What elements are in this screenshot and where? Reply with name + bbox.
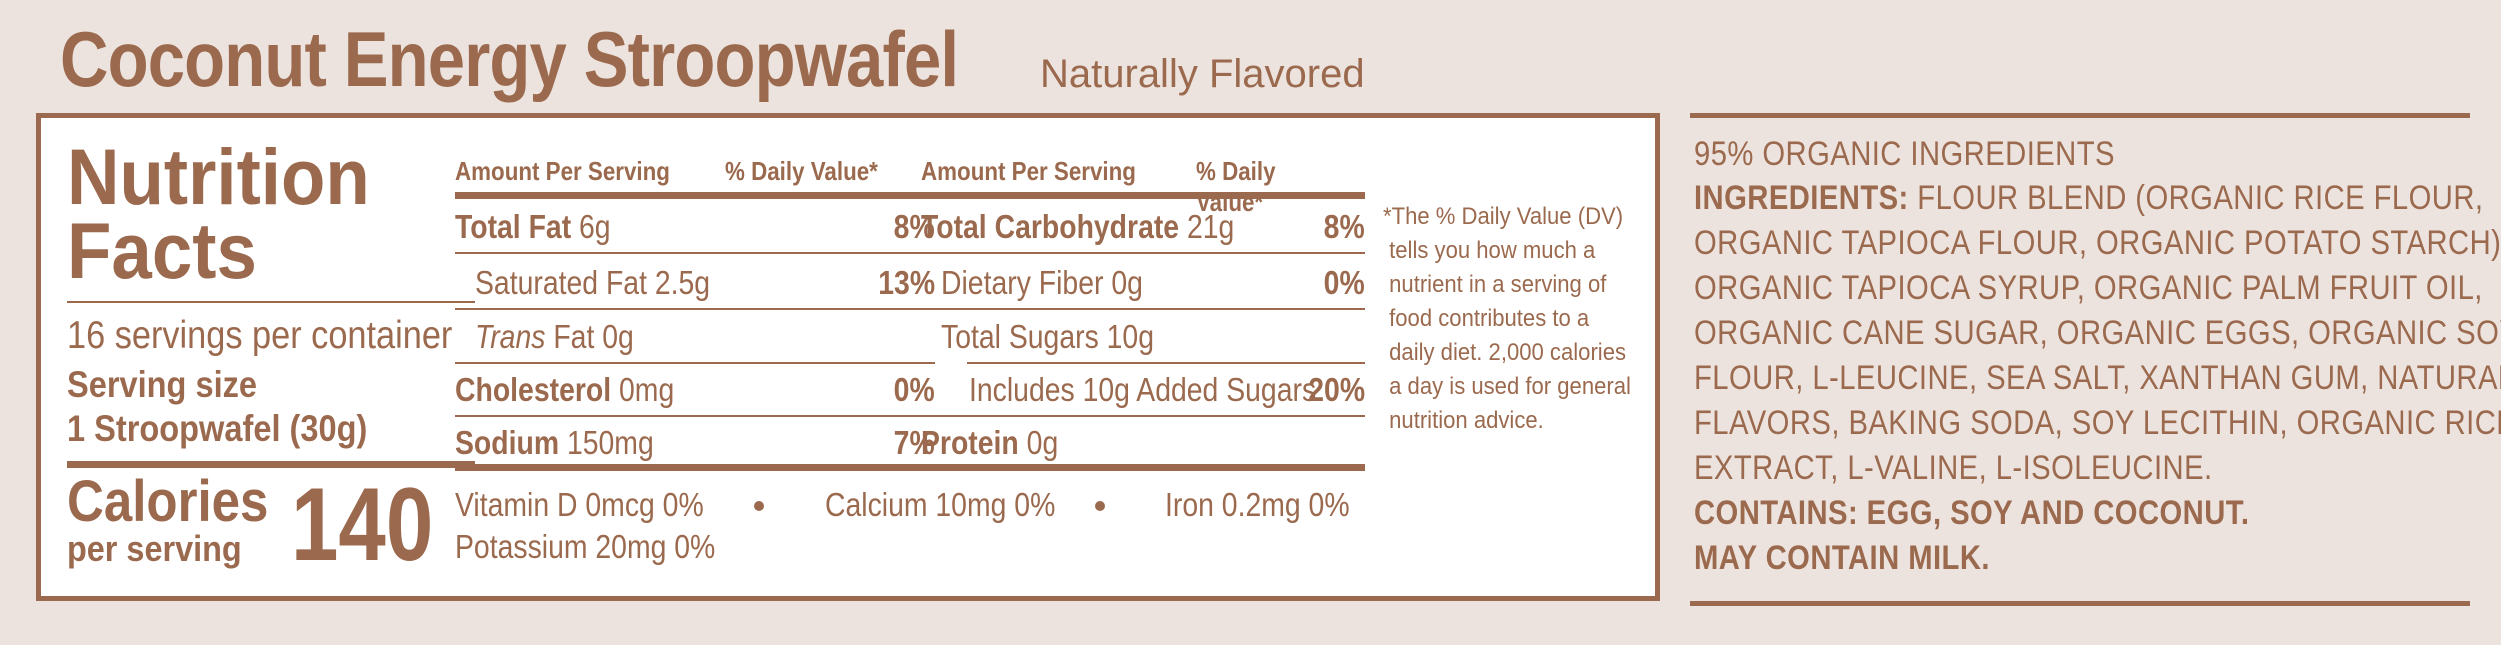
product-title: Coconut Energy Stroopwafel (60, 15, 959, 103)
nutrient-row-total-sugars: Total Sugars 10g (921, 308, 1365, 362)
organic-claim: 95% ORGANIC INGREDIENTS (1694, 135, 2115, 173)
thick-divider (67, 461, 475, 468)
vitamin-d-item: Vitamin D 0mcg 0% (455, 486, 704, 523)
nutrient-name: Dietary Fiber 0g (941, 264, 1143, 301)
nutrient-table-left: Amount Per Serving % Daily Value* Total … (455, 118, 935, 468)
nutrient-row-dietary-fiber: Dietary Fiber 0g 0% (921, 254, 1365, 308)
iron-item: Iron 0.2mg 0% (1165, 486, 1350, 523)
title-line-2: Facts (67, 206, 257, 295)
nutrient-table-right: Amount Per Serving % Daily Value* Total … (921, 118, 1365, 468)
divider (921, 308, 1365, 310)
ingredients-line: ORGANIC TAPIOCA SYRUP, ORGANIC PALM FRUI… (1694, 269, 2483, 307)
flavor-note: Naturally Flavored (1040, 52, 1365, 96)
per-serving-label: per serving (67, 528, 242, 569)
divider (921, 415, 1365, 417)
divider (455, 415, 935, 417)
nutrient-row-total-fat: Total Fat 6g 8% (455, 198, 935, 252)
thick-divider (455, 192, 935, 199)
divider (455, 362, 935, 364)
nutrient-name: Sodium 150mg (455, 424, 654, 461)
divider (455, 308, 935, 310)
nutrition-facts-title: Nutrition Facts (67, 132, 370, 295)
bullet-separator (754, 501, 764, 511)
header: Coconut Energy Stroopwafel (60, 14, 1104, 105)
nutrient-name: Trans Fat 0g (475, 318, 634, 355)
ingredients-line: FLOUR, L-LEUCINE, SEA SALT, XANTHAN GUM,… (1694, 359, 2501, 397)
nutrient-name: Cholesterol 0mg (455, 371, 675, 408)
divider (1690, 601, 2470, 606)
amount-per-serving-header: Amount Per Serving (455, 156, 670, 186)
nutrient-row-total-carbohydrate: Total Carbohydrate 21g 8% (921, 198, 1365, 252)
nutrition-facts-panel: Nutrition Facts 16 servings per containe… (36, 113, 1660, 601)
nutrient-name: Saturated Fat 2.5g (475, 264, 711, 301)
daily-value: 7% (893, 424, 935, 461)
ingredients-line: ORGANIC TAPIOCA FLOUR, ORGANIC POTATO ST… (1694, 224, 2501, 262)
calories-label: Calories (67, 469, 269, 534)
daily-value: 8% (893, 208, 935, 245)
nutrient-row-sodium: Sodium 150mg 7% (455, 414, 935, 468)
calories-value: 140 (291, 467, 434, 583)
nutrient-name: Total Fat 6g (455, 208, 611, 245)
servings-per-container: 16 servings per container (67, 314, 453, 357)
nutrient-name: Total Carbohydrate 21g (921, 208, 1235, 245)
thick-divider (921, 192, 1365, 199)
daily-value: 8% (1323, 208, 1365, 245)
divider (67, 301, 475, 303)
allergen-may-contain: MAY CONTAIN MILK. (1694, 539, 1990, 577)
nutrient-row-added-sugars: Includes 10g Added Sugars 20% (921, 361, 1365, 415)
bullet-separator (1095, 501, 1105, 511)
amount-per-serving-header: Amount Per Serving (921, 156, 1136, 186)
divider (967, 362, 1365, 364)
daily-value: 13% (878, 264, 935, 301)
ingredients-line: FLAVORS, BAKING SODA, SOY LECITHIN, ORGA… (1694, 404, 2501, 442)
divider (1690, 113, 2470, 118)
thick-divider (455, 464, 1365, 471)
title-line-1: Nutrition (67, 132, 370, 221)
daily-value-header: % Daily Value* (725, 156, 878, 186)
nutrient-name: Total Sugars 10g (941, 318, 1154, 355)
ingredients-line: EXTRACT, L-VALINE, L-ISOLEUCINE. (1694, 449, 2213, 487)
daily-value: 0% (893, 371, 935, 408)
nutrient-row-trans-fat: Trans Fat 0g (455, 308, 935, 362)
nutrient-name: Includes 10g Added Sugars (969, 371, 1317, 408)
nutrient-row-protein: Protein 0g (921, 414, 1365, 468)
daily-value-footnote: *The % Daily Value (DV) tells you how mu… (1383, 203, 1631, 434)
ingredients-label: INGREDIENTS: (1694, 179, 1909, 217)
allergen-contains: CONTAINS: EGG, SOY AND COCONUT. (1694, 494, 2250, 532)
divider (921, 252, 1365, 254)
calcium-item: Calcium 10mg 0% (825, 486, 1056, 523)
ingredients-line: INGREDIENTS: FLOUR BLEND (ORGANIC RICE F… (1694, 179, 2484, 217)
potassium-item: Potassium 20mg 0% (455, 528, 716, 565)
nutrient-row-cholesterol: Cholesterol 0mg 0% (455, 361, 935, 415)
serving-size-label: Serving size (67, 364, 258, 405)
nutrient-row-saturated-fat: Saturated Fat 2.5g 13% (455, 254, 935, 308)
daily-value: 20% (1308, 371, 1365, 408)
ingredients-line: ORGANIC CANE SUGAR, ORGANIC EGGS, ORGANI… (1694, 314, 2501, 352)
serving-size-value: 1 Stroopwafel (30g) (67, 408, 368, 449)
daily-value: 0% (1323, 264, 1365, 301)
nutrient-name: Protein 0g (921, 424, 1059, 461)
divider (455, 252, 935, 254)
